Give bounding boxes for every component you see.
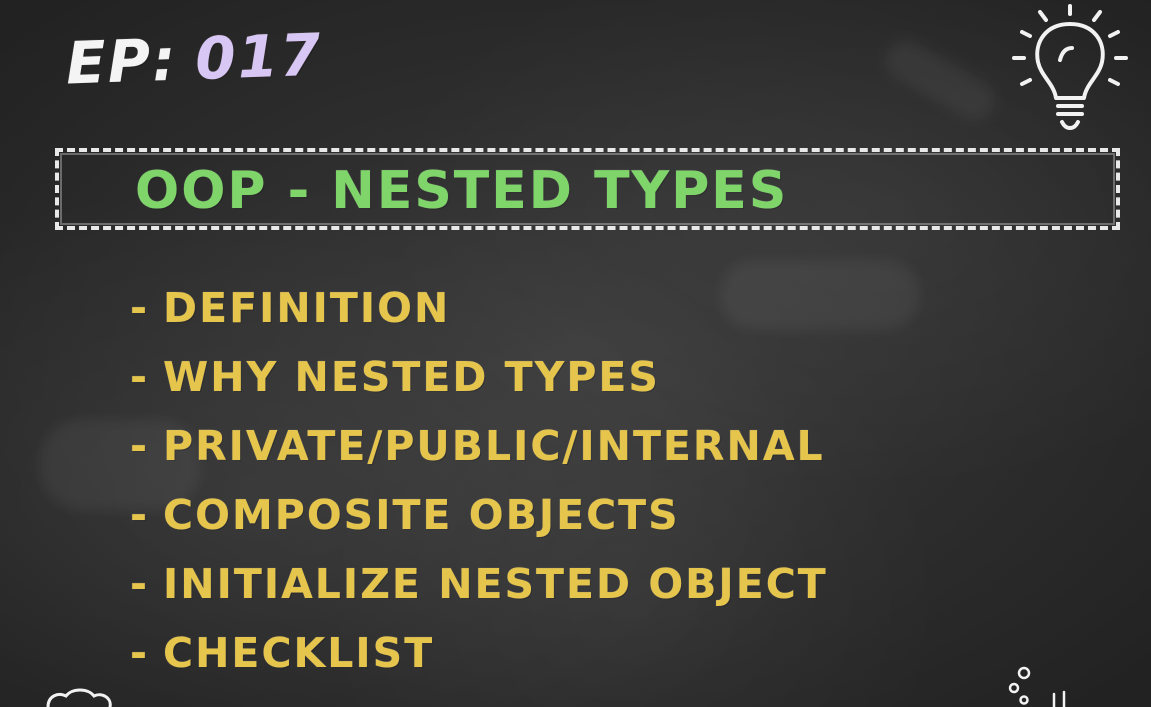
episode-prefix: EP: [64,25,179,98]
topic-item: - WHY NESTED TYPES [130,351,828,420]
list-marker: - [130,560,150,608]
title-frame [55,148,1120,230]
list-marker: - [130,491,150,539]
topic-label: CHECKLIST [163,629,435,677]
lesson-title: OOP - NESTED TYPES [135,161,789,221]
list-marker: - [130,422,150,470]
topic-item: - COMPOSITE OBJECTS [130,489,828,558]
lightbulb-icon [1012,4,1128,130]
topic-item: - INITIALIZE NESTED OBJECT [130,558,828,627]
topic-label: WHY NESTED TYPES [163,353,660,401]
topic-label: COMPOSITE OBJECTS [163,491,680,539]
topic-item: - PRIVATE/PUBLIC/INTERNAL [130,420,828,489]
list-marker: - [130,353,150,401]
cloud-doodle-icon [46,688,112,707]
topic-list: - DEFINITION - WHY NESTED TYPES - PRIVATE/P… [130,282,828,696]
topic-label: DEFINITION [163,284,451,332]
chalk-smudge [40,420,200,510]
topic-item: - DEFINITION [130,282,828,351]
episode-number: 017 [194,20,324,93]
list-marker: - [130,284,150,332]
topic-label: PRIVATE/PUBLIC/INTERNAL [163,422,825,470]
episode-label: EP: 017 [65,21,324,98]
list-marker: - [130,629,150,677]
chalk-smudge [878,32,1002,128]
bubbles-doodle-icon [1008,666,1066,707]
topic-item: - CHECKLIST [130,627,828,696]
chalk-smudge [720,260,920,330]
topic-label: INITIALIZE NESTED OBJECT [163,560,828,608]
